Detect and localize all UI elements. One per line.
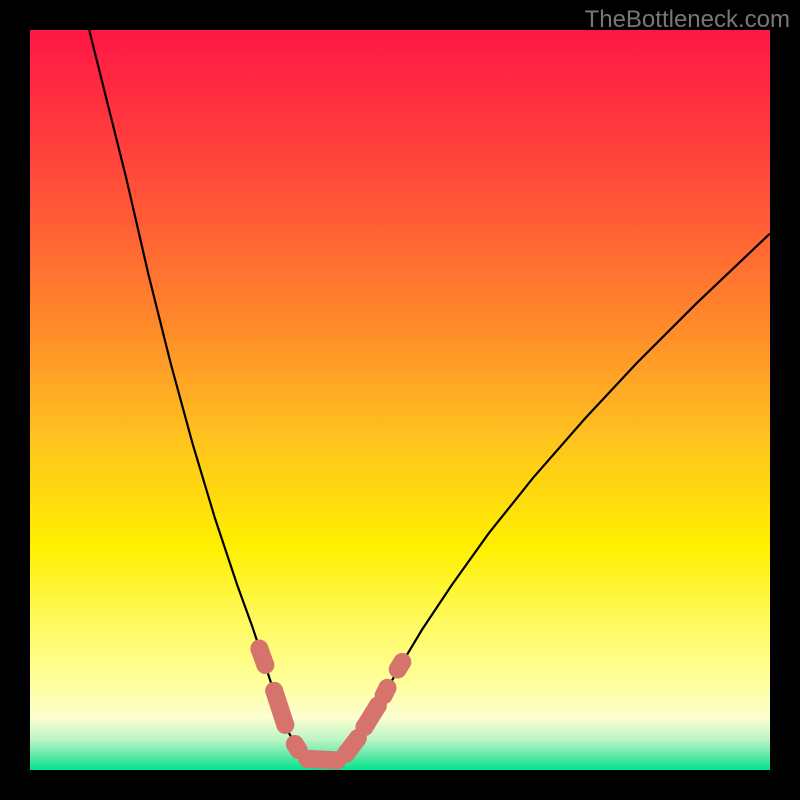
marker-dot	[256, 656, 274, 674]
marker-dot	[337, 745, 355, 763]
marker-dot	[265, 682, 283, 700]
marker-dot	[378, 679, 396, 697]
marker-dot	[299, 750, 317, 768]
marker-dot	[276, 716, 294, 734]
marker-dot	[393, 653, 411, 671]
marker-dot	[355, 718, 373, 736]
bottleneck-chart: TheBottleneck.com	[0, 0, 800, 800]
chart-svg	[0, 0, 800, 800]
watermark-text: TheBottleneck.com	[585, 6, 790, 34]
marker-dot	[250, 640, 268, 658]
